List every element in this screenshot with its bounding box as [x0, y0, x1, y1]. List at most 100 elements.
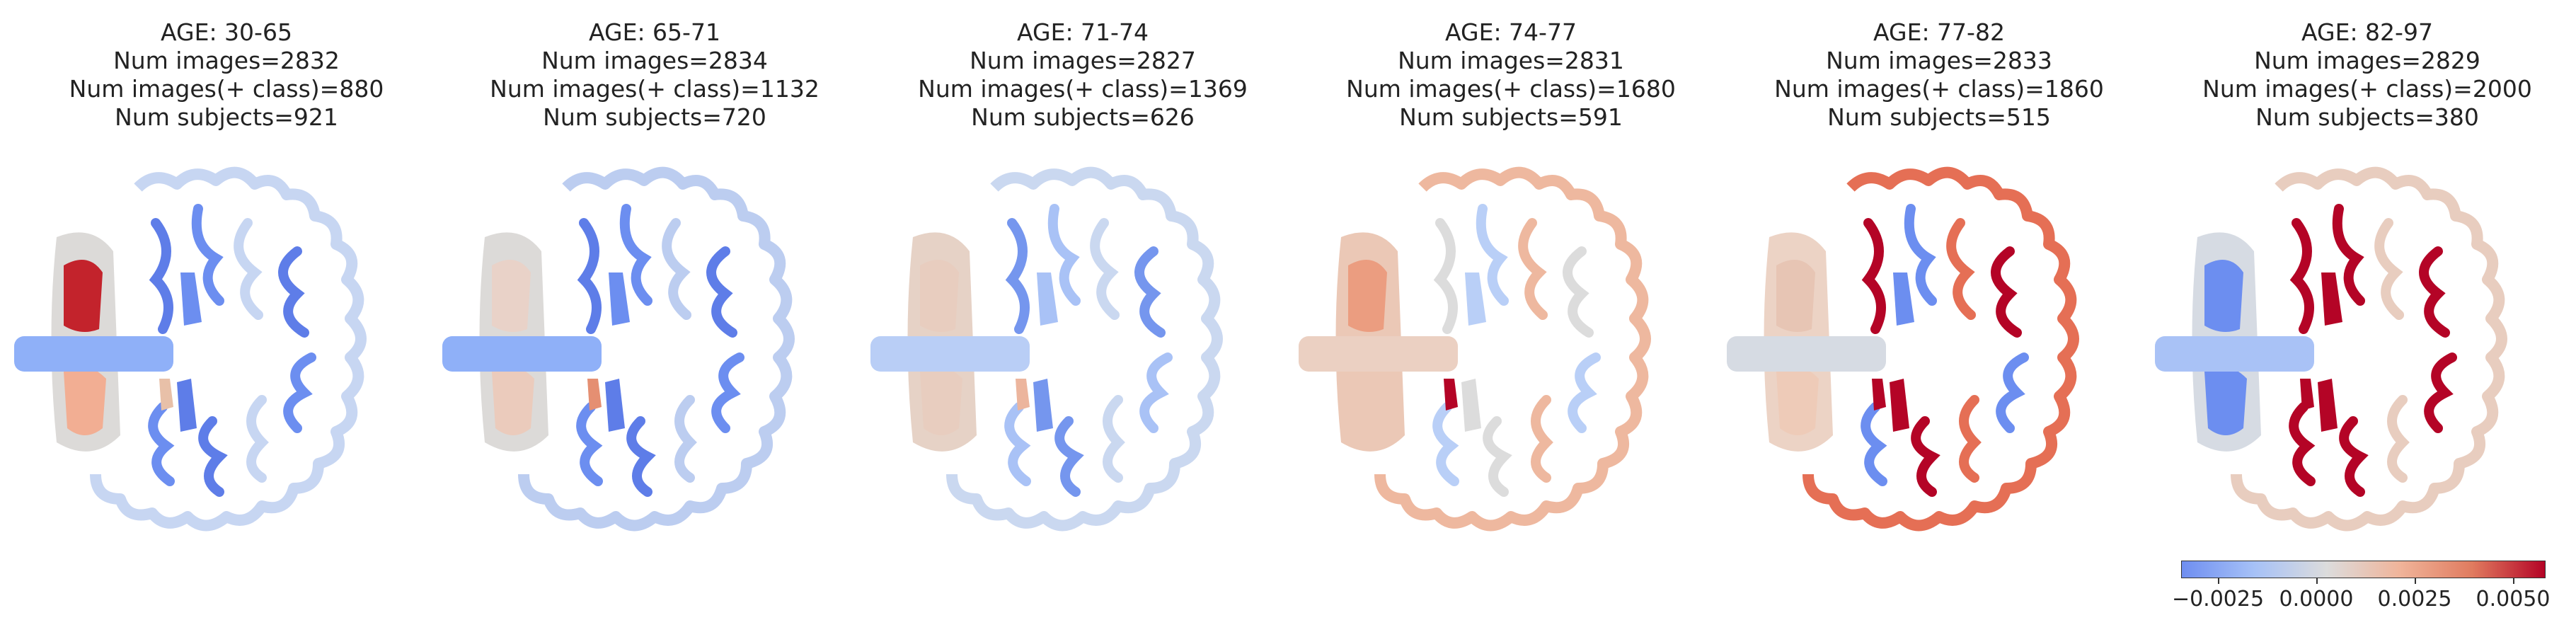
- brain-slice-map: [1727, 166, 2079, 532]
- num-subjects-label: Num subjects=921: [115, 103, 338, 131]
- gyrus-fold: [1563, 246, 1594, 338]
- accent-structure: [1016, 379, 1030, 411]
- gyrus-fold: [2374, 218, 2404, 320]
- upper-lobe-region: [920, 260, 959, 332]
- colorbar-tick-label: −0.0025: [2171, 587, 2265, 612]
- gyrus-fold: [2289, 218, 2314, 334]
- gyrus-fold: [1054, 416, 1084, 497]
- gyrus-fold: [278, 246, 309, 338]
- gyrus-fold: [148, 402, 175, 486]
- cortical-ribbon: [518, 166, 795, 532]
- medial-structure: [1465, 272, 1486, 326]
- gyrus-fold: [1433, 218, 1458, 334]
- gyrus-fold: [1134, 246, 1166, 338]
- gyrus-fold: [1103, 395, 1125, 483]
- colorbar-gradient: [2181, 561, 2546, 578]
- gyrus-fold: [1904, 204, 1937, 306]
- panel-title: AGE: 77-82 Num images=2833 Num images(+ cl…: [1727, 18, 2151, 132]
- lower-lobe-region: [64, 366, 106, 435]
- gyrus-fold: [1004, 402, 1031, 486]
- num-subjects-label: Num subjects=380: [2255, 103, 2479, 131]
- num-subjects-label: Num subjects=626: [971, 103, 1195, 131]
- gyrus-fold: [1090, 218, 1120, 320]
- gyrus-fold: [2419, 246, 2450, 338]
- gyrus-fold: [2387, 395, 2410, 483]
- brain-panel: AGE: 71-74 Num images=2827 Num images(+ cl…: [870, 0, 1295, 637]
- gyrus-fold: [1996, 352, 2029, 433]
- gyrus-fold: [246, 395, 269, 483]
- gyrus-fold: [1959, 395, 1982, 483]
- num-positive-images-label: Num images(+ class)=1860: [1774, 75, 2104, 103]
- lower-lobe-region: [1348, 366, 1391, 435]
- medial-structure: [2321, 272, 2342, 326]
- medial-structure: [2318, 379, 2338, 432]
- brainstem-region: [870, 336, 1030, 372]
- gyrus-fold: [191, 204, 224, 306]
- colorbar-tick-label: 0.0000: [2279, 587, 2354, 612]
- medial-structure: [605, 379, 625, 432]
- cortical-ribbon: [1374, 166, 1651, 532]
- colorbar-ticks: −0.0025 0.0000 0.0025 0.0050: [2172, 578, 2550, 614]
- brainstem-region: [14, 336, 173, 372]
- cortical-ribbon: [90, 166, 367, 532]
- panel-title: AGE: 30-65 Num images=2832 Num images(+ cl…: [14, 18, 439, 132]
- num-positive-images-label: Num images(+ class)=1369: [918, 75, 1248, 103]
- gyrus-fold: [1531, 395, 1553, 483]
- gyrus-fold: [706, 246, 737, 338]
- gyrus-fold: [1911, 416, 1940, 497]
- medial-structure: [177, 379, 197, 432]
- lower-lobe-region: [492, 366, 534, 435]
- brainstem-region: [2155, 336, 2314, 372]
- gyrus-fold: [2424, 352, 2457, 433]
- gyrus-fold: [1005, 218, 1030, 334]
- brain-slice-map: [2155, 166, 2507, 532]
- accent-structure: [2300, 379, 2314, 411]
- brain-panel: AGE: 77-82 Num images=2833 Num images(+ cl…: [1727, 0, 2151, 637]
- accent-structure: [587, 379, 602, 411]
- age-label: AGE: 30-65: [161, 18, 292, 46]
- medial-structure: [609, 272, 630, 326]
- medial-structure: [1461, 379, 1481, 432]
- accent-structure: [159, 379, 173, 411]
- gyrus-fold: [577, 218, 602, 334]
- gyrus-fold: [2289, 402, 2316, 486]
- gyrus-fold: [1518, 218, 1548, 320]
- medial-structure: [1033, 379, 1053, 432]
- num-positive-images-label: Num images(+ class)=880: [69, 75, 384, 103]
- colorbar-tick-mark: [2415, 578, 2416, 584]
- gyrus-fold: [1568, 352, 1601, 433]
- age-label: AGE: 74-77: [1445, 18, 1577, 46]
- gyrus-fold: [2332, 204, 2365, 306]
- accent-structure: [1444, 379, 1458, 411]
- panel-title: AGE: 71-74 Num images=2827 Num images(+ cl…: [870, 18, 1295, 132]
- upper-lobe-region: [2204, 260, 2243, 332]
- num-positive-images-label: Num images(+ class)=1132: [490, 75, 820, 103]
- num-images-label: Num images=2827: [970, 47, 1196, 74]
- brain-slice-map: [442, 166, 795, 532]
- brainstem-region: [1727, 336, 1886, 372]
- num-subjects-label: Num subjects=515: [1827, 103, 2051, 131]
- lower-lobe-region: [920, 366, 962, 435]
- gyrus-fold: [198, 416, 228, 497]
- gyrus-fold: [576, 402, 603, 486]
- colorbar-tick-mark: [2218, 578, 2219, 584]
- gyrus-fold: [2339, 416, 2369, 497]
- gyrus-fold: [1432, 402, 1459, 486]
- gyrus-fold: [1476, 204, 1509, 306]
- panel-title: AGE: 65-71 Num images=2834 Num images(+ cl…: [442, 18, 867, 132]
- brain-slice-map: [14, 166, 367, 532]
- lower-lobe-region: [1776, 366, 1819, 435]
- num-images-label: Num images=2834: [541, 47, 768, 74]
- gyrus-fold: [1991, 246, 2022, 338]
- num-subjects-label: Num subjects=720: [543, 103, 766, 131]
- colorbar-tick-label: 0.0050: [2476, 587, 2551, 612]
- brain-slice-map: [870, 166, 1223, 532]
- brain-slice-map: [1299, 166, 1651, 532]
- num-positive-images-label: Num images(+ class)=1680: [1346, 75, 1676, 103]
- upper-lobe-region: [1348, 260, 1387, 332]
- gyrus-fold: [1483, 416, 1512, 497]
- gyrus-fold: [674, 395, 697, 483]
- age-label: AGE: 71-74: [1017, 18, 1149, 46]
- num-subjects-label: Num subjects=591: [1399, 103, 1623, 131]
- age-label: AGE: 65-71: [589, 18, 720, 46]
